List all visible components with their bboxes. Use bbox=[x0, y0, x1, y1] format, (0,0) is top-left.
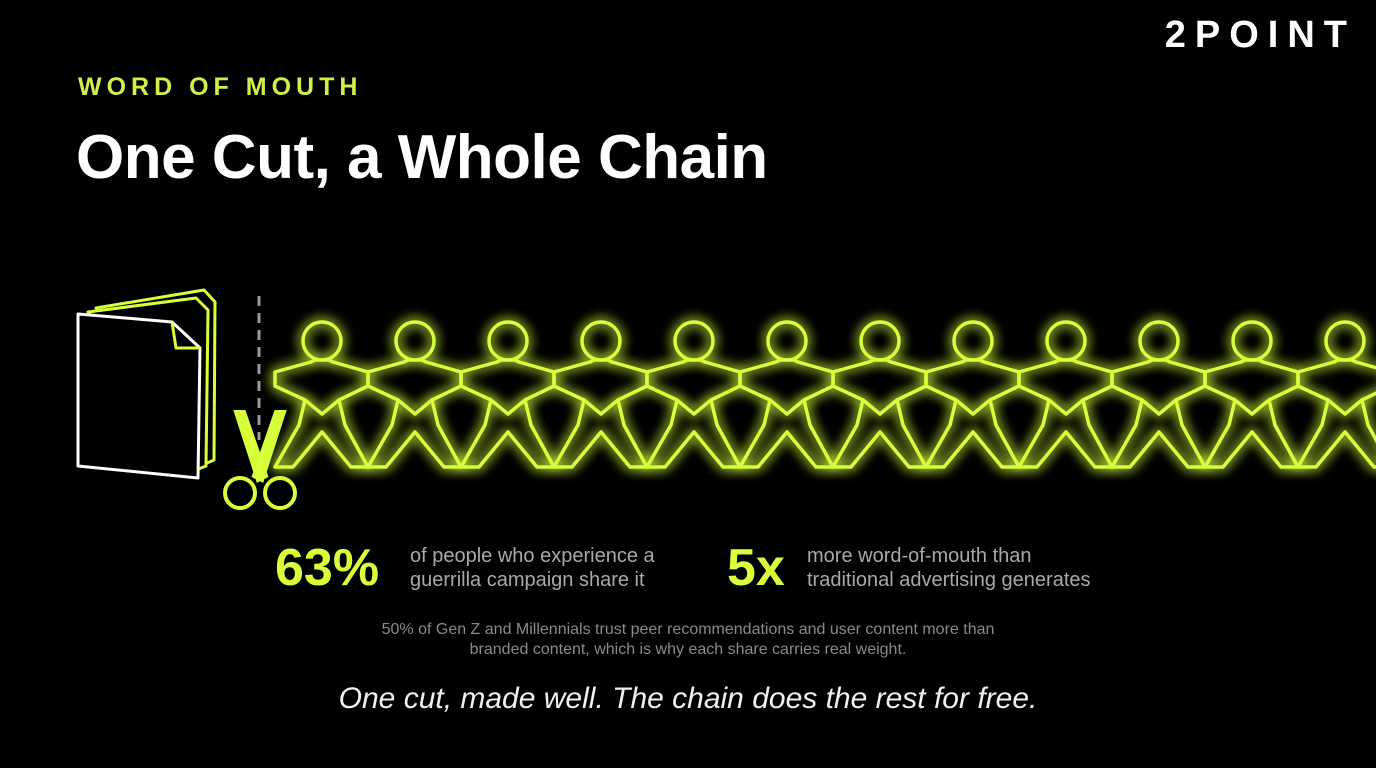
text-line: guerrilla campaign share it bbox=[410, 569, 645, 591]
footnote: 50% of Gen Z and Millennials trust peer … bbox=[0, 620, 1376, 660]
scissors bbox=[223, 410, 297, 510]
paper-doll bbox=[1296, 358, 1376, 469]
stat-value: 63% bbox=[275, 539, 380, 597]
paper-doll bbox=[1138, 320, 1180, 362]
paper-doll bbox=[673, 320, 715, 362]
paper-doll bbox=[952, 320, 994, 362]
tagline: One cut, made well. The chain does the r… bbox=[338, 682, 1038, 715]
eyebrow: WORD OF MOUTH bbox=[78, 73, 363, 101]
paper-stack bbox=[76, 288, 217, 480]
paper-doll bbox=[1326, 398, 1364, 416]
paper-doll bbox=[1047, 398, 1085, 416]
paper-doll bbox=[1045, 320, 1087, 362]
paper-doll bbox=[582, 398, 620, 416]
paper-doll bbox=[675, 398, 713, 416]
text-line: 50% of Gen Z and Millennials trust peer … bbox=[381, 621, 995, 638]
title: One Cut, a Whole Chain bbox=[76, 123, 768, 192]
paper-doll bbox=[954, 398, 992, 416]
paper-doll bbox=[768, 398, 806, 416]
text-line: more word-of-mouth than bbox=[807, 545, 1032, 567]
paper-doll bbox=[396, 398, 434, 416]
brand-logo: 2POINT bbox=[1164, 14, 1356, 56]
paper-doll-chain bbox=[273, 320, 1376, 469]
paper-doll bbox=[766, 320, 808, 362]
paper-doll bbox=[580, 320, 622, 362]
paper-doll bbox=[1140, 398, 1178, 416]
stat-description: more word-of-mouth than traditional adve… bbox=[807, 544, 1091, 592]
text-line: branded content, which is why each share… bbox=[469, 641, 907, 658]
paper-doll bbox=[394, 320, 436, 362]
paper-doll bbox=[1233, 398, 1271, 416]
paper-doll bbox=[1324, 320, 1366, 362]
text-line: traditional advertising generates bbox=[807, 569, 1091, 591]
stat-description: of people who experience a guerrilla cam… bbox=[410, 544, 655, 592]
paper-doll bbox=[489, 398, 527, 416]
paper-doll bbox=[859, 320, 901, 362]
stat-value: 5x bbox=[727, 539, 785, 597]
paper-doll bbox=[487, 320, 529, 362]
paper-doll bbox=[1231, 320, 1273, 362]
paper-doll bbox=[861, 398, 899, 416]
paper-doll bbox=[303, 398, 341, 416]
text-line: of people who experience a bbox=[410, 545, 655, 567]
paper-doll bbox=[301, 320, 343, 362]
